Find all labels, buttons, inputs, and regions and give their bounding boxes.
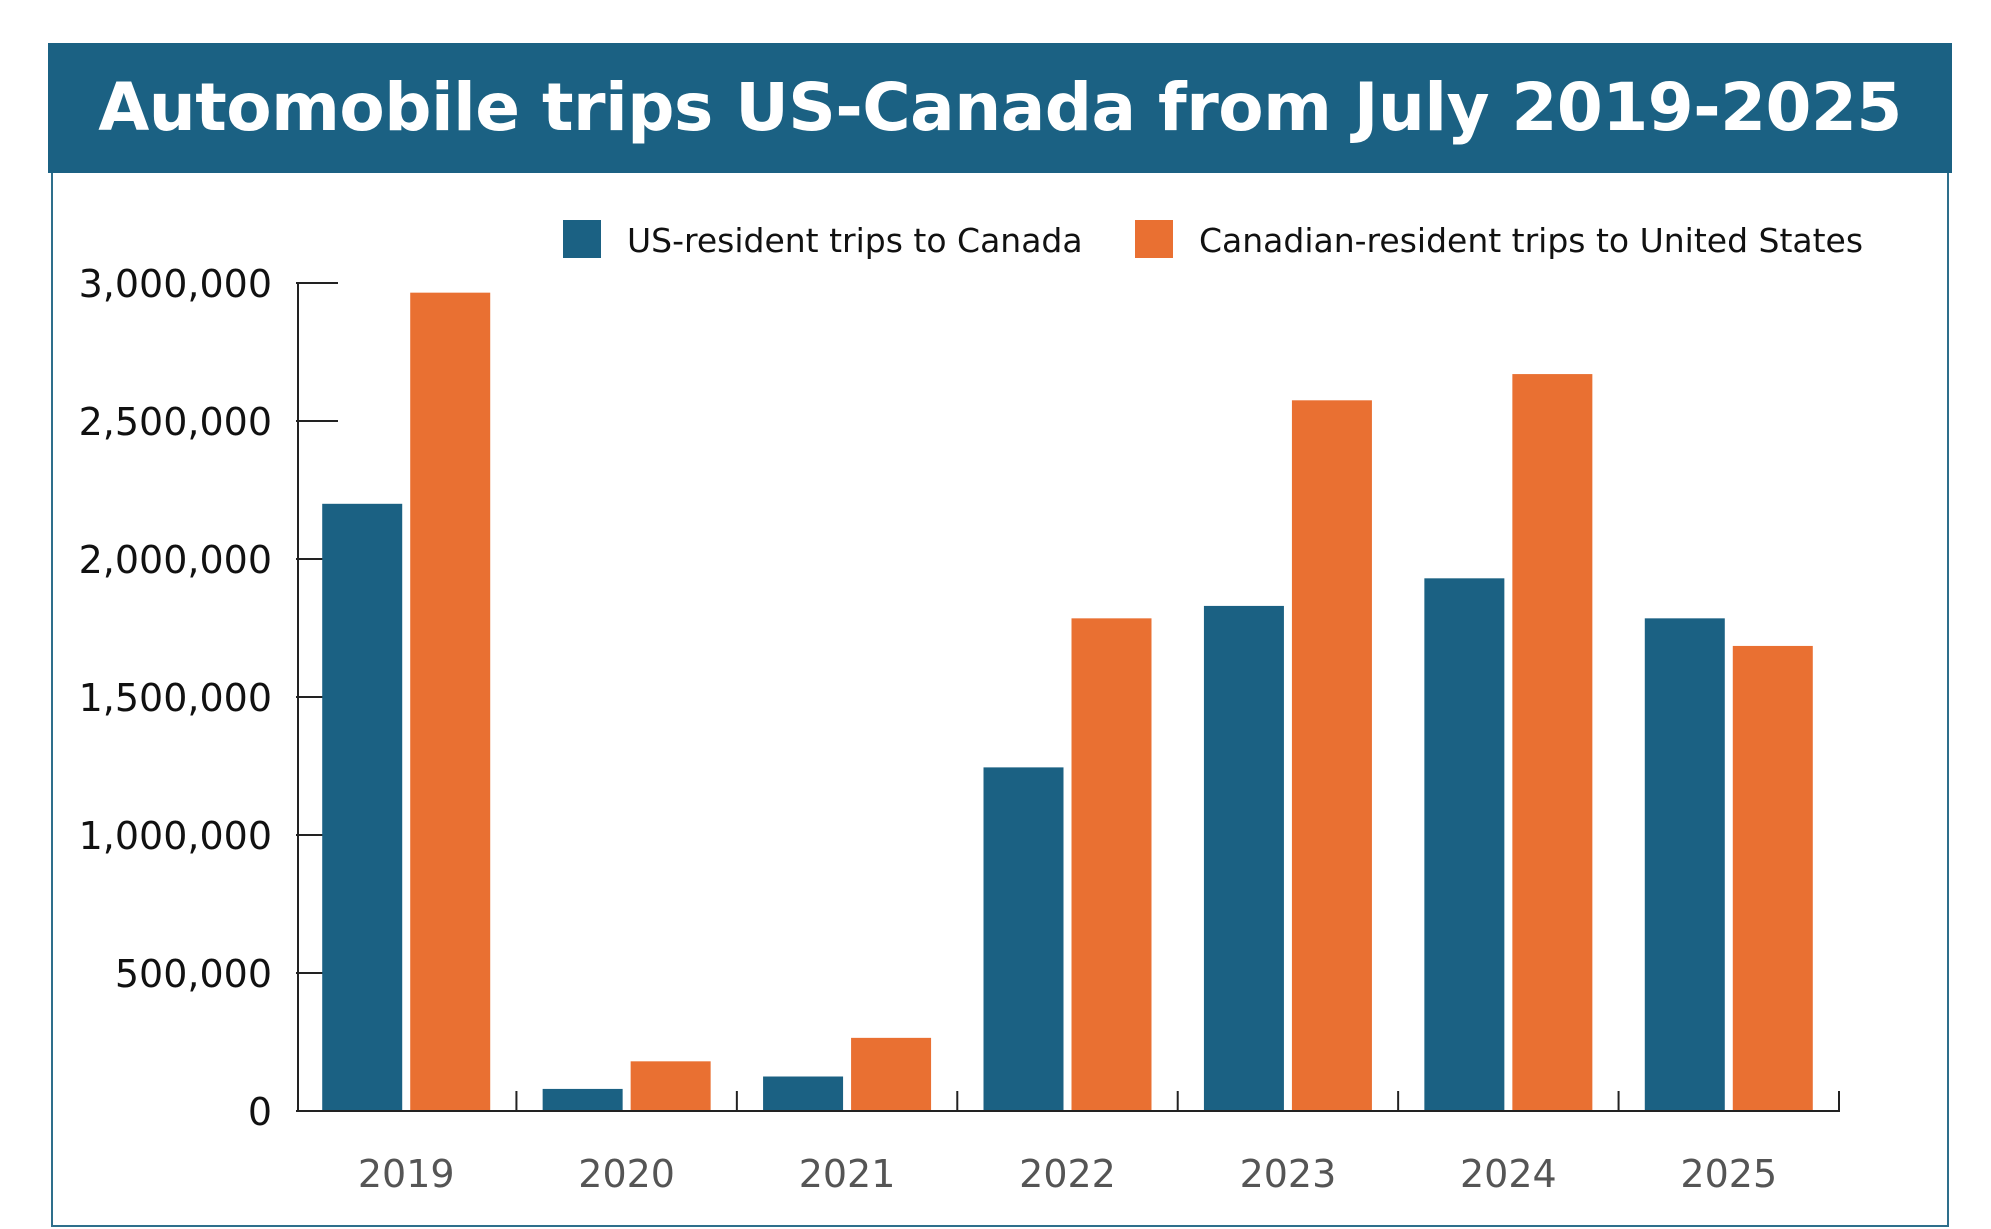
y-tick-label-6: 3,000,000 [79, 262, 272, 306]
x-tick-label-2019: 2019 [358, 1152, 455, 1196]
legend-swatch-2 [1135, 220, 1173, 258]
y-tick-label-3: 1,500,000 [79, 676, 272, 720]
chart-title: Automobile trips US-Canada from July 201… [98, 69, 1902, 146]
bar-2022-series-2 [1071, 618, 1152, 1111]
y-tick-label-0: 0 [248, 1090, 272, 1134]
x-tick-label-2021: 2021 [799, 1152, 896, 1196]
legend-label-1: US-resident trips to Canada [627, 221, 1083, 260]
bar-2021-series-1 [763, 1076, 844, 1111]
x-tick-label-2020: 2020 [578, 1152, 675, 1196]
bar-2021-series-2 [851, 1037, 932, 1111]
bar-2023-series-2 [1291, 400, 1372, 1111]
legend-swatch-1 [563, 220, 601, 258]
bar-2019-series-1 [322, 503, 403, 1111]
y-tick-label-4: 2,000,000 [79, 538, 272, 582]
y-axis: 0 500,000 1,000,000 1,500,000 2,000,000 2,500… [79, 262, 338, 1134]
y-tick-label-1: 500,000 [115, 952, 272, 996]
title-banner [48, 43, 1952, 173]
bar-2024-series-2 [1512, 374, 1593, 1112]
y-tick-label-2: 1,000,000 [79, 814, 272, 858]
bar-2024-series-1 [1424, 578, 1505, 1111]
bar-2020-series-1 [542, 1088, 623, 1111]
bar-2025-series-2 [1732, 645, 1813, 1111]
legend-label-2: Canadian-resident trips to United States [1199, 221, 1863, 260]
bar-2022-series-1 [983, 767, 1064, 1111]
bar-2023-series-1 [1203, 605, 1284, 1111]
x-tick-label-2023: 2023 [1240, 1152, 1337, 1196]
bar-2025-series-1 [1644, 618, 1725, 1111]
x-axis: 2019 2020 2021 2022 2023 2024 2025 [296, 1091, 1840, 1196]
x-tick-label-2022: 2022 [1019, 1152, 1116, 1196]
bars [322, 292, 1813, 1112]
y-tick-label-5: 2,500,000 [79, 400, 272, 444]
bar-2020-series-2 [630, 1061, 711, 1111]
bar-2019-series-2 [410, 292, 491, 1111]
x-tick-label-2025: 2025 [1680, 1152, 1777, 1196]
legend: US-resident trips to Canada Canadian-resi… [563, 220, 1863, 260]
x-tick-label-2024: 2024 [1460, 1152, 1557, 1196]
